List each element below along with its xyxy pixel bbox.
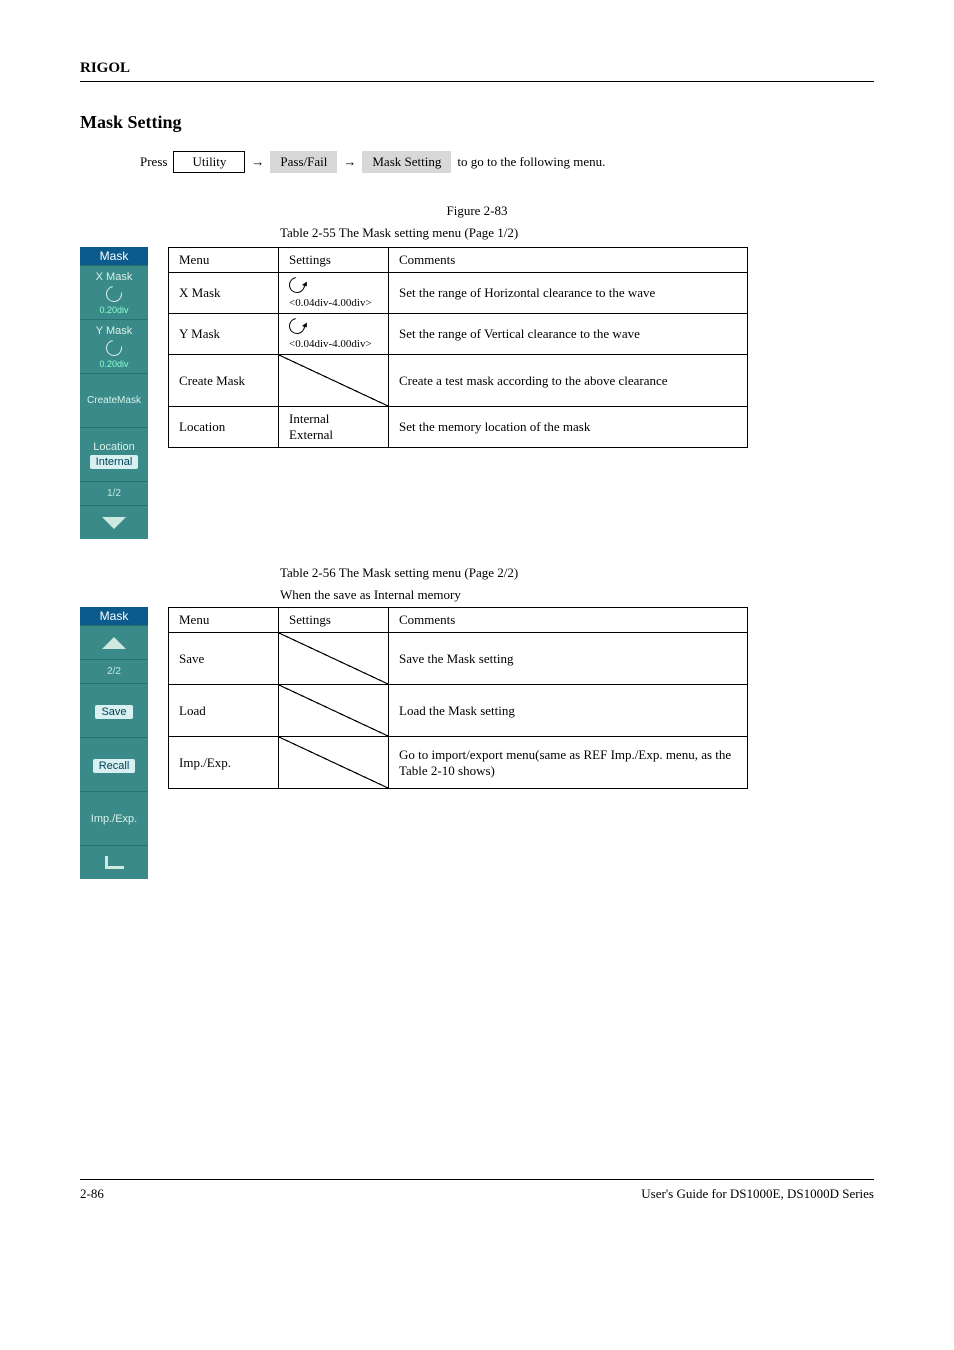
cell-menu: Y Mask <box>169 314 279 355</box>
table-row: X Mask <0.04div-4.00div> Set the range o… <box>169 273 748 314</box>
arrow-right-icon: → <box>343 154 356 170</box>
cell-settings: <0.04div-4.00div> <box>279 273 389 314</box>
figure-caption: Figure 2-83 <box>80 203 874 219</box>
softmenu-recall[interactable]: Recall <box>80 737 148 791</box>
softmenu-prev-page[interactable] <box>80 625 148 659</box>
table-header: Menu <box>169 248 279 273</box>
softmenu-impexp[interactable]: Imp./Exp. <box>80 791 148 845</box>
cell-settings: Internal External <box>279 407 389 448</box>
cell-settings <box>279 685 389 737</box>
nav-utility-button[interactable]: Utility <box>173 151 245 173</box>
table-header: Settings <box>279 248 389 273</box>
softmenu-page-indicator: 1/2 <box>80 481 148 505</box>
softmenu-label: X Mask <box>96 271 133 283</box>
softmenu-location[interactable]: Location Internal <box>80 427 148 481</box>
table-header: Menu <box>169 608 279 633</box>
knob-icon <box>286 315 308 337</box>
diagonal-icon <box>279 355 388 406</box>
cell-comments: Set the range of Horizontal clearance to… <box>389 273 748 314</box>
table-row: Imp./Exp. Go to import/export menu(same … <box>169 737 748 789</box>
cell-settings: <0.04div-4.00div> <box>279 314 389 355</box>
cell-menu: Save <box>169 633 279 685</box>
mask-table-2: Menu Settings Comments Save Save the Mas… <box>168 607 748 789</box>
cell-menu: Location <box>169 407 279 448</box>
nav-step-passfail: Pass/Fail <box>270 151 337 173</box>
page-indicator: 2/2 <box>107 666 121 677</box>
diagonal-icon <box>279 633 388 684</box>
table-row: Create Mask Create a test mask according… <box>169 355 748 407</box>
cell-comments: Save the Mask setting <box>389 633 748 685</box>
softmenu-xmask[interactable]: X Mask 0.20div <box>80 265 148 319</box>
softmenu-value: Save <box>95 705 132 719</box>
page-footer: 2-86 User's Guide for DS1000E, DS1000D S… <box>80 1179 874 1202</box>
softmenu-save[interactable]: Save <box>80 683 148 737</box>
cell-settings <box>279 737 389 789</box>
diagonal-icon <box>279 685 388 736</box>
footer-right: User's Guide for DS1000E, DS1000D Series <box>641 1186 874 1202</box>
arrow-right-icon: → <box>251 154 264 170</box>
softmenu-label: CreateMask <box>87 395 141 406</box>
knob-icon <box>106 337 122 359</box>
section-title: Mask Setting <box>80 112 874 133</box>
softmenu-value: 0.20div <box>99 359 128 369</box>
table-row: Save Save the Mask setting <box>169 633 748 685</box>
cell-comments: Go to import/export menu(same as REF Imp… <box>389 737 748 789</box>
table-header: Settings <box>279 608 389 633</box>
table-row: Load Load the Mask setting <box>169 685 748 737</box>
softmenu-ymask[interactable]: Y Mask 0.20div <box>80 319 148 373</box>
breadcrumb: Press Utility → Pass/Fail → Mask Setting… <box>140 151 874 173</box>
table-row: Location Internal External Set the memor… <box>169 407 748 448</box>
softmenu-value: Internal <box>90 455 139 469</box>
knob-icon <box>106 283 122 305</box>
table-header: Comments <box>389 608 748 633</box>
brand-label: RIGOL <box>80 60 874 77</box>
cell-settings-text: <0.04div-4.00div> <box>289 338 378 350</box>
nav-step-masksetting: Mask Setting <box>362 151 451 173</box>
cell-settings-text: <0.04div-4.00div> <box>289 297 378 309</box>
softmenu-page2: Mask 2/2 Save Recall Imp./Exp. <box>80 607 148 879</box>
cell-menu: Imp./Exp. <box>169 737 279 789</box>
softmenu-label: Imp./Exp. <box>91 813 137 825</box>
softmenu-createmask[interactable]: CreateMask <box>80 373 148 427</box>
softmenu-page1: Mask X Mask 0.20div Y Mask 0.20div Creat… <box>80 247 148 539</box>
table1-caption: Table 2-55 The Mask setting menu (Page 1… <box>280 225 874 241</box>
softmenu-title: Mask <box>80 607 148 625</box>
knob-icon <box>286 274 308 296</box>
table2-caption: Table 2-56 The Mask setting menu (Page 2… <box>280 565 874 581</box>
cell-settings <box>279 633 389 685</box>
table-header: Comments <box>389 248 748 273</box>
table-row: Y Mask <0.04div-4.00div> Set the range o… <box>169 314 748 355</box>
page-indicator: 1/2 <box>107 488 121 499</box>
diagonal-icon <box>279 737 388 788</box>
block-page2: Mask 2/2 Save Recall Imp./Exp. Menu Sett… <box>80 607 874 879</box>
nav-suffix: to go to the following menu. <box>457 154 605 170</box>
cell-comments: Create a test mask according to the abov… <box>389 355 748 407</box>
softmenu-title: Mask <box>80 247 148 265</box>
mask-table-1: Menu Settings Comments X Mask <0.04div-4… <box>168 247 748 448</box>
cell-settings <box>279 355 389 407</box>
softmenu-return[interactable] <box>80 845 148 879</box>
softmenu-next-page[interactable] <box>80 505 148 539</box>
cell-comments: Set the memory location of the mask <box>389 407 748 448</box>
block-page1: Mask X Mask 0.20div Y Mask 0.20div Creat… <box>80 247 874 539</box>
cell-comments: Load the Mask setting <box>389 685 748 737</box>
softmenu-label: Location <box>93 441 135 453</box>
cell-menu: X Mask <box>169 273 279 314</box>
cell-comments: Set the range of Vertical clearance to t… <box>389 314 748 355</box>
press-label: Press <box>140 154 167 170</box>
softmenu-value: Recall <box>93 759 136 773</box>
softmenu-value: 0.20div <box>99 305 128 315</box>
softmenu-label: Y Mask <box>96 325 132 337</box>
cell-menu: Load <box>169 685 279 737</box>
header-divider <box>80 81 874 82</box>
table2-note: When the save as Internal memory <box>280 587 874 603</box>
softmenu-page-indicator: 2/2 <box>80 659 148 683</box>
cell-menu: Create Mask <box>169 355 279 407</box>
page-number: 2-86 <box>80 1186 104 1202</box>
